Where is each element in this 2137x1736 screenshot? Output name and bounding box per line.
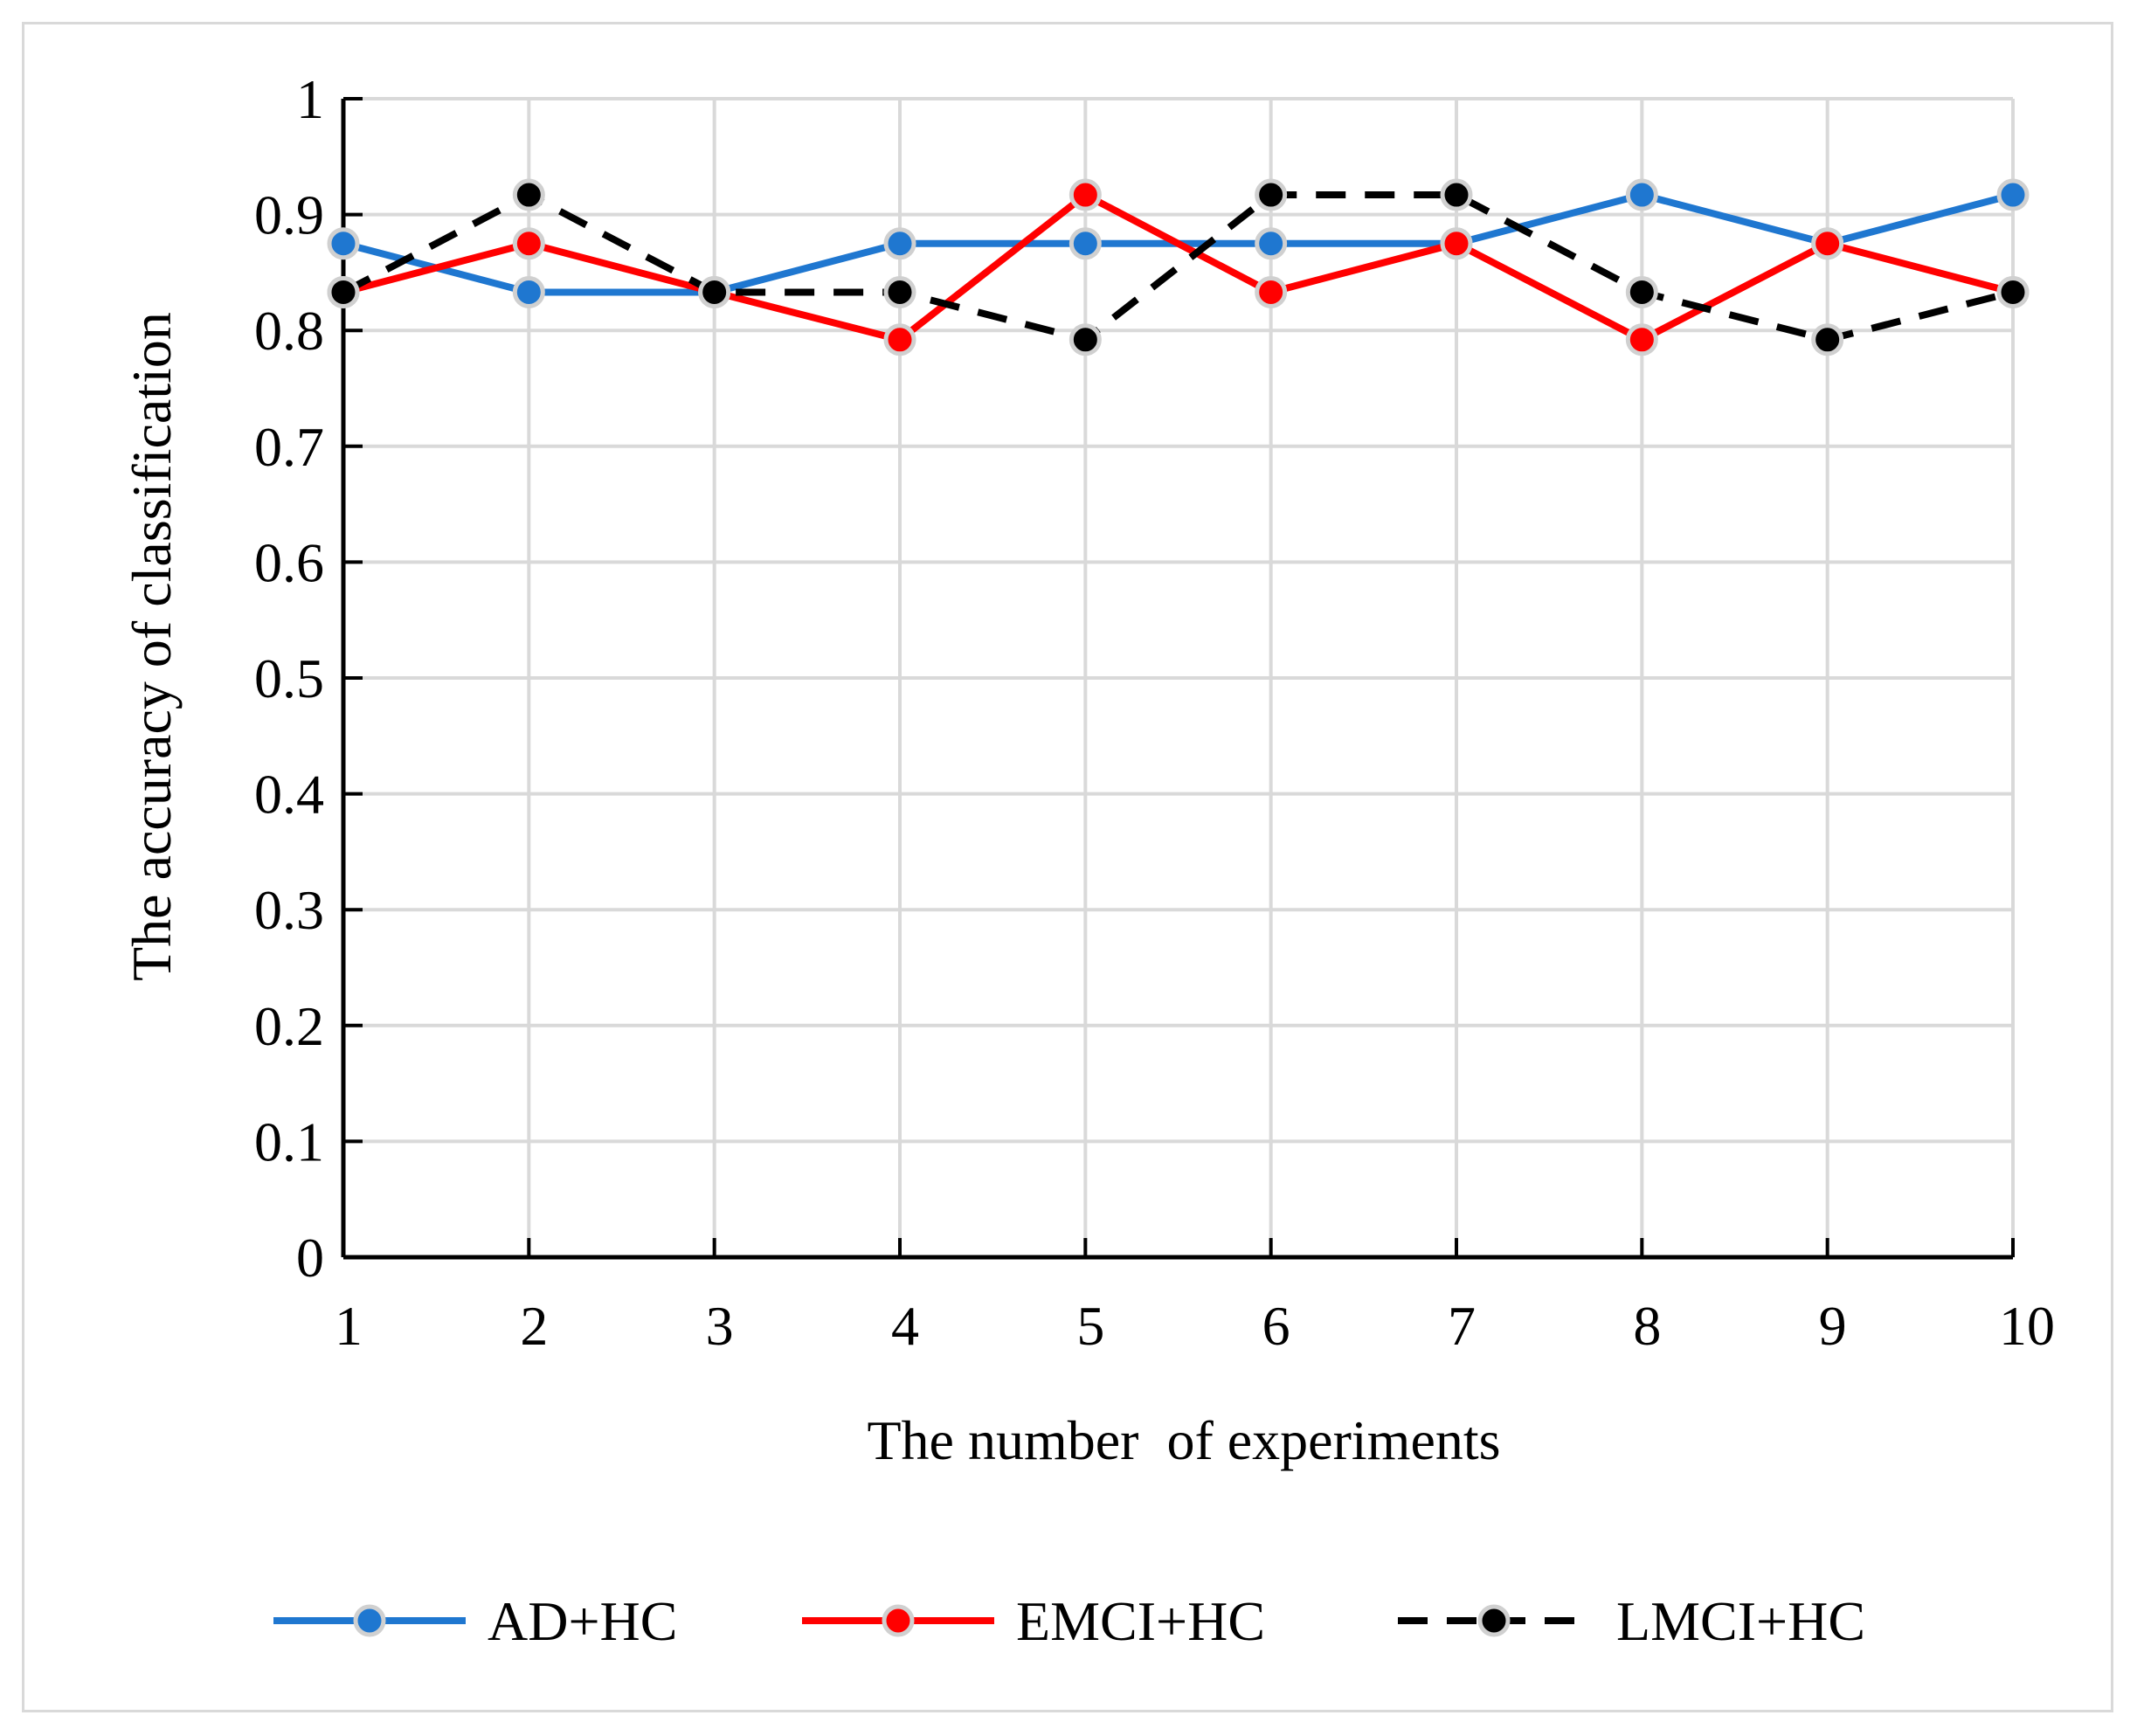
data-point[interactable]	[327, 275, 360, 308]
y-axis-title: The accuracy of classification	[121, 312, 183, 981]
legend-label: AD+HC	[488, 1590, 677, 1652]
x-tick-label: 7	[1448, 1295, 1476, 1357]
data-point[interactable]	[1255, 227, 1288, 260]
data-point[interactable]	[512, 275, 545, 308]
x-tick-label: 3	[706, 1295, 734, 1357]
data-point[interactable]	[1068, 227, 1102, 260]
y-tick-label: 0.3	[254, 879, 324, 941]
y-tick-label: 1	[296, 68, 324, 130]
data-point[interactable]	[883, 323, 916, 356]
y-tick-label: 0	[296, 1227, 324, 1289]
data-point[interactable]	[1811, 227, 1844, 260]
data-point[interactable]	[1625, 275, 1658, 308]
legend-label: LMCI+HC	[1616, 1590, 1865, 1652]
x-tick-label: 6	[1262, 1295, 1290, 1357]
y-tick-label: 0.2	[254, 995, 324, 1057]
data-point[interactable]	[1625, 178, 1658, 211]
legend-label: EMCI+HC	[1016, 1590, 1265, 1652]
legend-marker	[882, 1604, 915, 1637]
series-group	[327, 178, 2030, 356]
grid	[343, 97, 2015, 1257]
y-tick-label: 0.1	[254, 1110, 324, 1172]
x-tick-label: 2	[520, 1295, 548, 1357]
legend-item[interactable]: EMCI+HC	[802, 1590, 1265, 1652]
data-point[interactable]	[327, 227, 360, 260]
x-tick-label: 9	[1819, 1295, 1847, 1357]
data-point[interactable]	[1068, 178, 1102, 211]
data-point[interactable]	[1996, 275, 2030, 308]
data-point[interactable]	[1068, 323, 1102, 356]
data-point[interactable]	[1255, 178, 1288, 211]
y-tick-label: 0.5	[254, 647, 324, 709]
x-tick-label: 5	[1076, 1295, 1104, 1357]
data-point[interactable]	[1996, 178, 2030, 211]
x-tick-label: 10	[1999, 1295, 2055, 1357]
data-point[interactable]	[1255, 275, 1288, 308]
y-tick-label: 0.4	[254, 764, 324, 826]
x-tick-label: 8	[1633, 1295, 1661, 1357]
x-tick-labels: 1 2 3 4 5 6 7 8 9 10	[335, 1295, 2055, 1357]
data-point[interactable]	[883, 227, 916, 260]
series-emci-hc	[327, 178, 2030, 356]
series-lmci-hc	[327, 178, 2030, 356]
legend-item[interactable]: AD+HC	[273, 1590, 677, 1652]
chart-frame	[22, 22, 2113, 1712]
data-point[interactable]	[512, 178, 545, 211]
legend-marker	[353, 1604, 386, 1637]
data-point[interactable]	[1440, 178, 1473, 211]
data-point[interactable]	[883, 275, 916, 308]
data-point[interactable]	[1625, 323, 1658, 356]
y-tick-label: 0.9	[254, 184, 324, 246]
x-axis-title: The number of experiments	[867, 1409, 1500, 1471]
y-tick-label: 0.7	[254, 416, 324, 478]
legend-item[interactable]: LMCI+HC	[1398, 1590, 1865, 1652]
data-point[interactable]	[512, 227, 545, 260]
y-tick-labels: 0 0.1 0.2 0.3 0.4 0.5 0.6 0.7 0.8 0.9 1	[254, 68, 324, 1289]
data-point[interactable]	[1811, 323, 1844, 356]
x-tick-label: 1	[335, 1295, 363, 1357]
legend[interactable]: AD+HC EMCI+HC LMCI+HC	[273, 1590, 1865, 1652]
x-tick-label: 4	[891, 1295, 919, 1357]
legend-marker	[1477, 1604, 1511, 1637]
data-point[interactable]	[1440, 227, 1473, 260]
series-line	[342, 190, 2015, 344]
y-tick-label: 0.8	[254, 300, 324, 362]
data-point[interactable]	[698, 275, 731, 308]
y-tick-label: 0.6	[254, 531, 324, 593]
series-line	[342, 190, 2014, 344]
